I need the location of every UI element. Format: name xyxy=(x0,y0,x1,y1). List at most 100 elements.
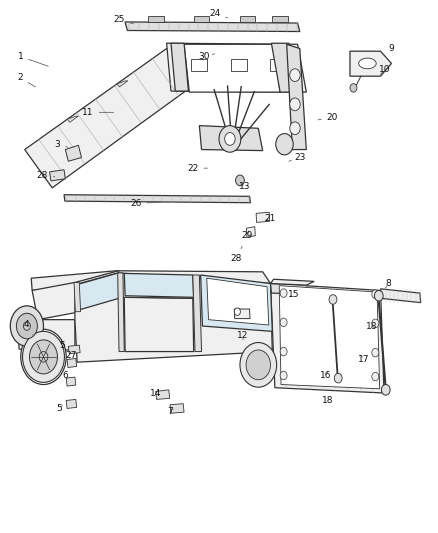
Circle shape xyxy=(280,289,287,297)
Circle shape xyxy=(350,84,357,92)
Polygon shape xyxy=(67,116,78,122)
Polygon shape xyxy=(234,309,250,319)
Circle shape xyxy=(374,290,383,301)
Polygon shape xyxy=(194,15,209,22)
Polygon shape xyxy=(271,279,314,285)
Circle shape xyxy=(334,373,342,383)
Polygon shape xyxy=(247,227,255,237)
Polygon shape xyxy=(32,282,81,320)
Polygon shape xyxy=(231,59,247,71)
Text: 4: 4 xyxy=(23,320,33,336)
Text: 24: 24 xyxy=(209,10,228,19)
Circle shape xyxy=(29,340,57,374)
Polygon shape xyxy=(117,81,128,87)
Polygon shape xyxy=(170,403,184,413)
Circle shape xyxy=(246,350,271,379)
Polygon shape xyxy=(118,273,124,352)
Text: 1: 1 xyxy=(18,52,48,66)
Polygon shape xyxy=(287,44,306,150)
Text: 9: 9 xyxy=(383,44,394,55)
Polygon shape xyxy=(66,377,76,386)
Polygon shape xyxy=(381,289,421,303)
Polygon shape xyxy=(184,44,280,92)
Circle shape xyxy=(372,372,379,381)
Text: 14: 14 xyxy=(150,389,161,398)
Text: 3: 3 xyxy=(55,140,68,149)
Polygon shape xyxy=(191,59,207,71)
Polygon shape xyxy=(148,15,163,22)
Polygon shape xyxy=(66,399,77,408)
Polygon shape xyxy=(193,275,201,352)
Circle shape xyxy=(381,384,390,395)
Circle shape xyxy=(21,329,66,384)
Text: 15: 15 xyxy=(288,289,300,298)
Polygon shape xyxy=(207,278,269,325)
Circle shape xyxy=(372,319,379,328)
Circle shape xyxy=(280,318,287,327)
Polygon shape xyxy=(124,297,194,352)
Polygon shape xyxy=(65,146,81,161)
Text: 2: 2 xyxy=(18,73,35,87)
Polygon shape xyxy=(279,286,380,389)
Circle shape xyxy=(16,313,37,339)
Polygon shape xyxy=(166,43,306,92)
Text: 5: 5 xyxy=(57,405,63,414)
Text: 7: 7 xyxy=(167,407,173,416)
Text: 17: 17 xyxy=(358,355,370,364)
Polygon shape xyxy=(155,390,170,399)
Polygon shape xyxy=(64,195,251,203)
Text: 28: 28 xyxy=(231,246,242,263)
Text: 25: 25 xyxy=(113,15,134,24)
Text: 20: 20 xyxy=(318,113,338,122)
Circle shape xyxy=(280,348,287,356)
Text: 10: 10 xyxy=(379,66,391,74)
Text: 16: 16 xyxy=(320,371,332,380)
Circle shape xyxy=(240,343,277,387)
Polygon shape xyxy=(18,309,75,354)
Circle shape xyxy=(290,122,300,135)
Polygon shape xyxy=(67,359,77,368)
Text: 28: 28 xyxy=(36,171,55,180)
Polygon shape xyxy=(271,284,307,294)
Polygon shape xyxy=(77,273,119,310)
Circle shape xyxy=(219,126,241,152)
Circle shape xyxy=(329,295,337,304)
Polygon shape xyxy=(125,22,300,31)
Circle shape xyxy=(234,308,240,316)
Circle shape xyxy=(276,134,293,155)
Text: 11: 11 xyxy=(82,108,113,117)
Circle shape xyxy=(372,290,379,298)
Circle shape xyxy=(23,322,30,330)
Text: 26: 26 xyxy=(131,199,162,208)
Text: 22: 22 xyxy=(187,164,208,173)
Polygon shape xyxy=(75,271,119,285)
Polygon shape xyxy=(272,15,288,22)
Polygon shape xyxy=(199,126,263,151)
Circle shape xyxy=(372,349,379,357)
Polygon shape xyxy=(201,275,272,332)
Polygon shape xyxy=(74,282,81,312)
Text: 8: 8 xyxy=(385,279,391,288)
Circle shape xyxy=(11,306,43,346)
Polygon shape xyxy=(75,273,272,362)
Polygon shape xyxy=(171,43,188,91)
Text: 23: 23 xyxy=(289,153,305,162)
Polygon shape xyxy=(256,212,270,222)
Polygon shape xyxy=(240,15,255,22)
Polygon shape xyxy=(49,169,65,181)
Ellipse shape xyxy=(359,58,376,69)
Polygon shape xyxy=(350,51,392,76)
Text: 29: 29 xyxy=(242,231,253,240)
Circle shape xyxy=(280,371,287,379)
Text: 18: 18 xyxy=(366,321,378,330)
Polygon shape xyxy=(270,59,286,71)
Text: 18: 18 xyxy=(321,396,333,405)
Circle shape xyxy=(22,332,64,382)
Text: 12: 12 xyxy=(237,331,249,340)
Text: 6: 6 xyxy=(63,371,68,380)
Polygon shape xyxy=(272,43,297,92)
Text: 27: 27 xyxy=(65,351,76,360)
Circle shape xyxy=(290,69,300,82)
Circle shape xyxy=(236,175,244,185)
Polygon shape xyxy=(31,271,271,290)
